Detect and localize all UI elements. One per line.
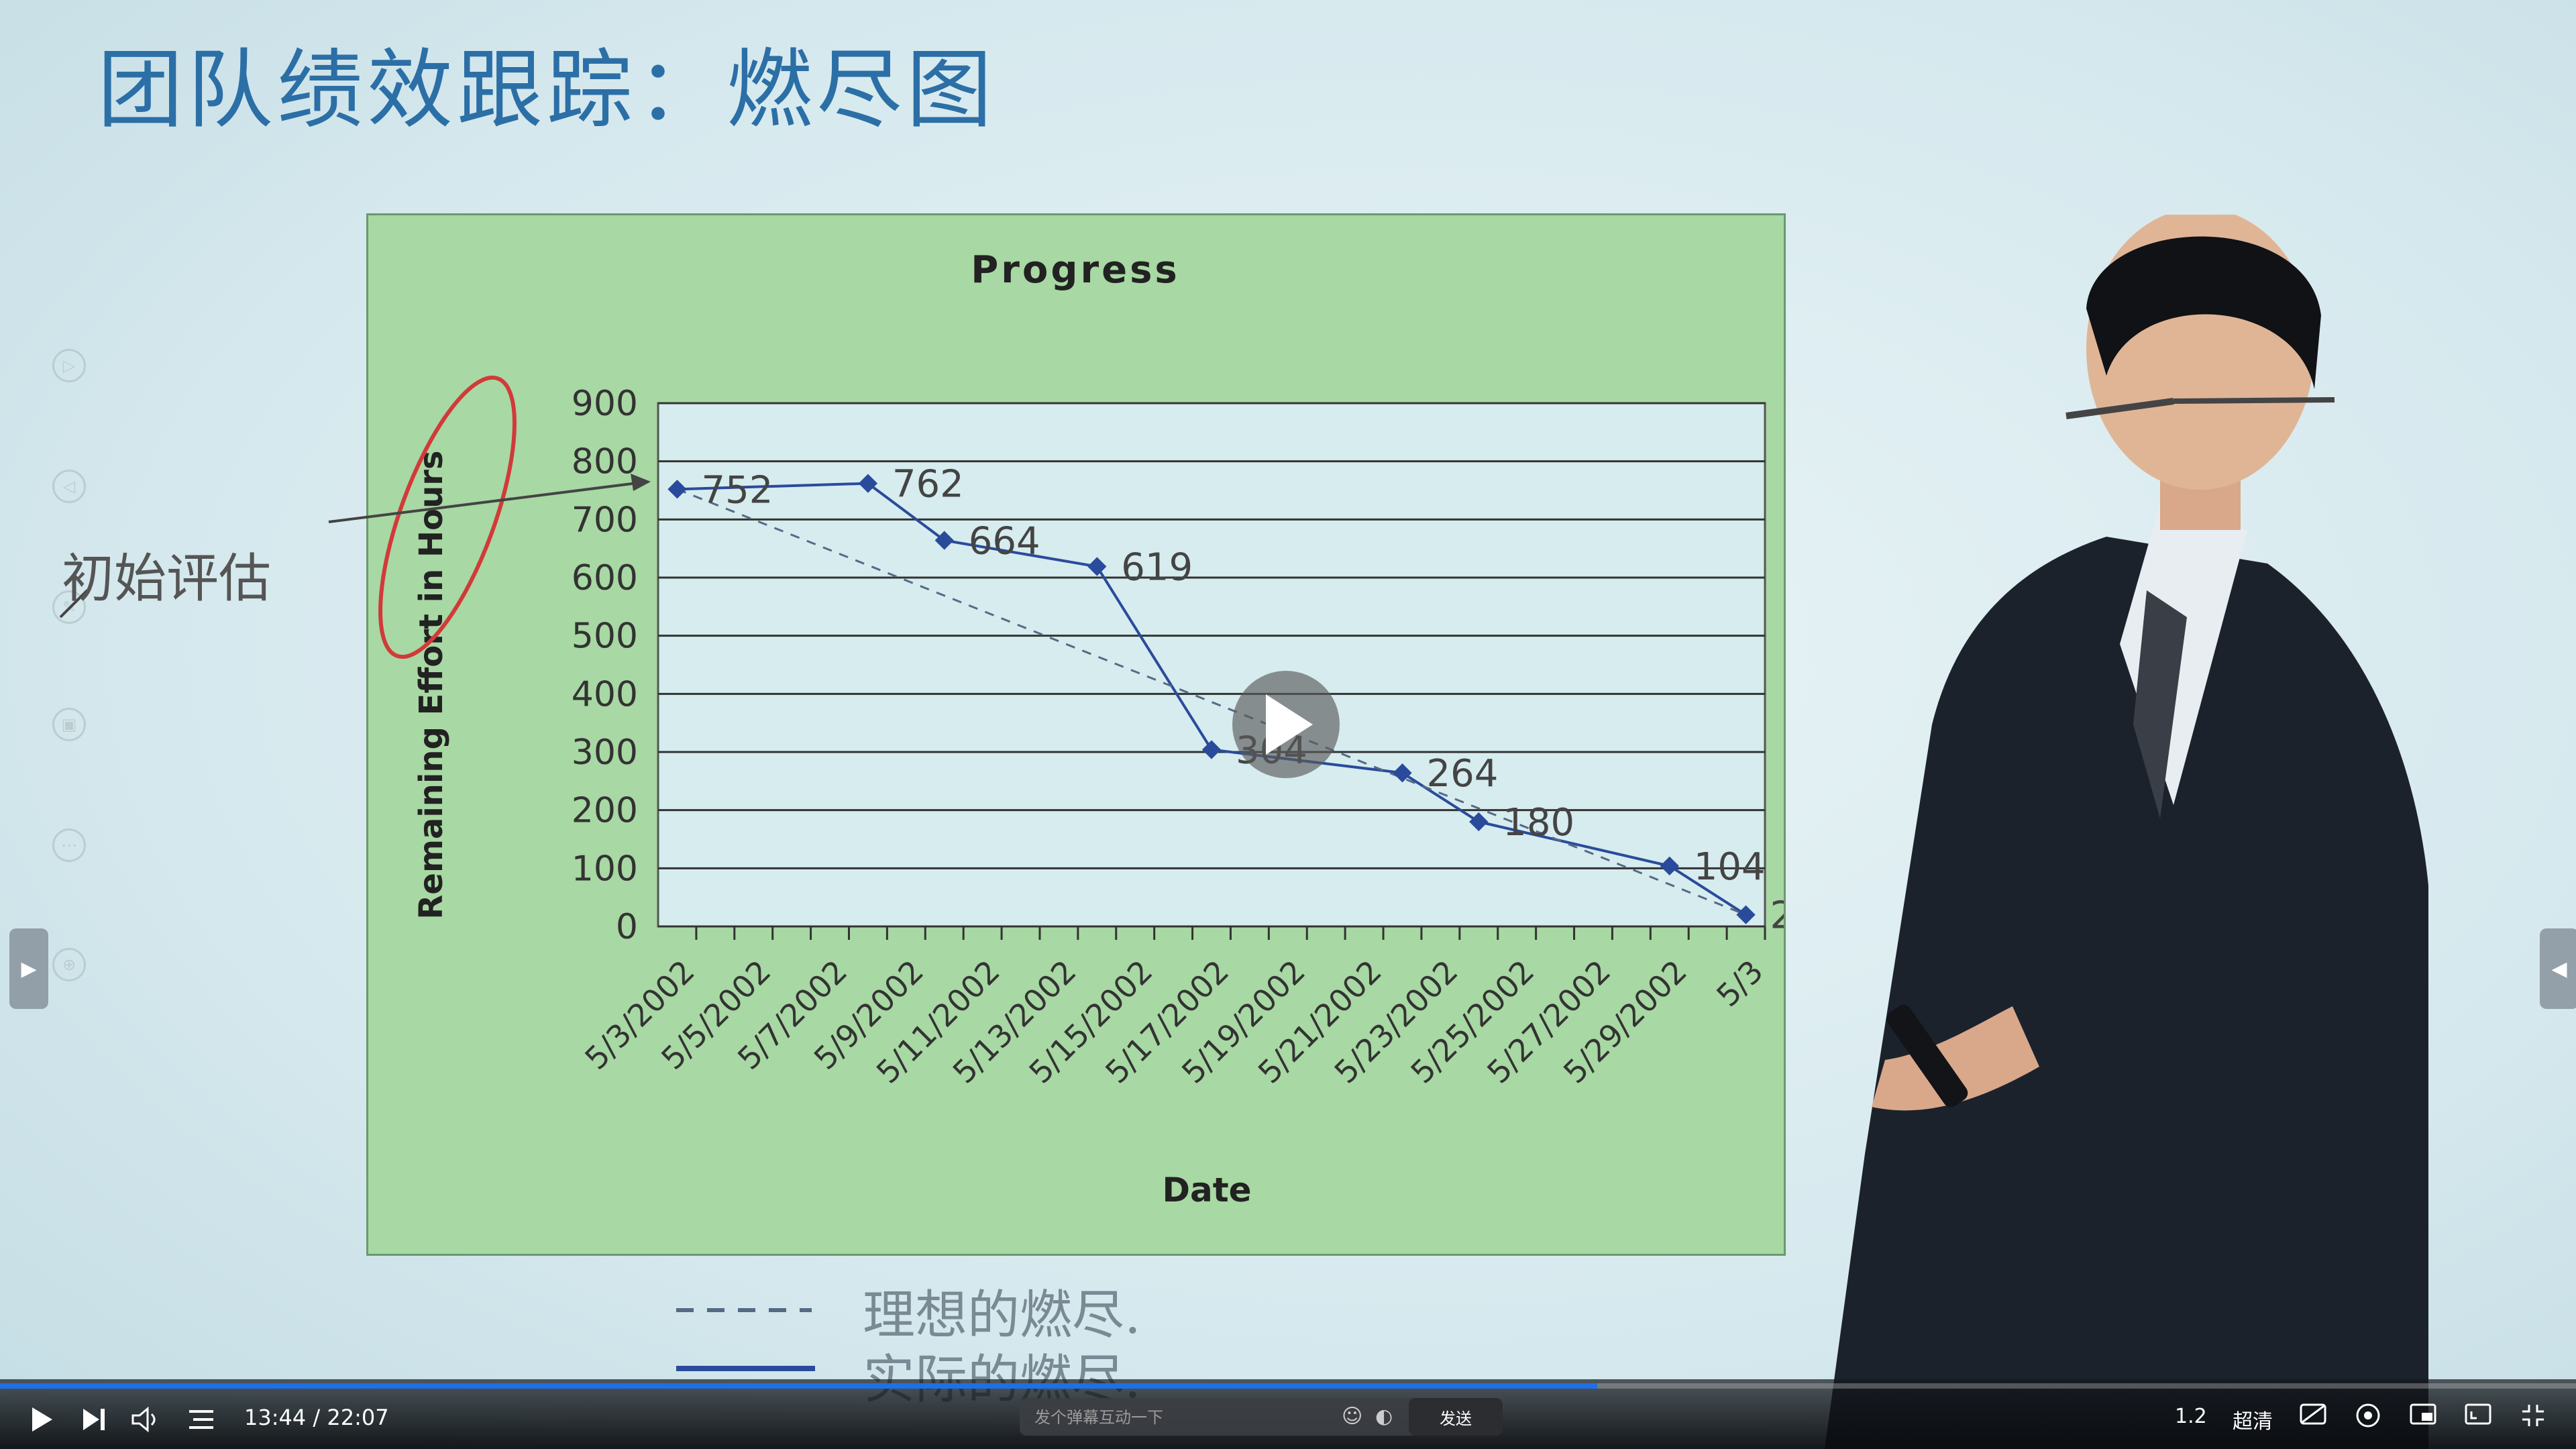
data-label: 752: [701, 468, 773, 512]
fullscreen-icon: [2522, 1405, 2544, 1426]
data-point: [1469, 812, 1489, 832]
y-tick-label: 600: [572, 558, 638, 598]
data-label: 180: [1503, 801, 1574, 845]
burndown-chart: 0 100 200 300 400 500 600 700 800 900 5/3/2002 5/5…: [366, 213, 1786, 1256]
speed-button[interactable]: 1.2: [2175, 1405, 2207, 1428]
danmaku-toggle-button[interactable]: [2300, 1402, 2326, 1432]
playlist-button[interactable]: [185, 1403, 217, 1436]
x-axis-label: Date: [1162, 1171, 1251, 1210]
time-separator: /: [313, 1405, 327, 1430]
slide-zoom-icon: ⊕: [52, 948, 86, 981]
play-icon: [32, 1407, 52, 1432]
quality-button[interactable]: 超清: [2233, 1410, 2273, 1434]
danmaku-off-icon: [2300, 1403, 2326, 1425]
left-panel-toggle[interactable]: ▶: [9, 928, 48, 1009]
data-point: [858, 474, 878, 493]
slide-back-icon: ◁: [52, 470, 86, 503]
y-tick-label: 100: [572, 849, 638, 889]
volume-icon: [131, 1406, 156, 1433]
chart-title: Progress: [971, 248, 1179, 292]
danmaku-settings-button[interactable]: [2355, 1402, 2381, 1434]
annotation-text: 初始评估: [62, 549, 272, 609]
pip-button[interactable]: [2410, 1402, 2436, 1432]
data-point: [1736, 905, 1756, 924]
slide-screen-icon: ▣: [52, 708, 86, 741]
picture-in-picture-icon: [2410, 1403, 2436, 1425]
danmaku-settings-icon: [2356, 1403, 2380, 1428]
y-tick-label: 800: [572, 442, 638, 482]
y-tick-label: 200: [572, 791, 638, 831]
progress-bar[interactable]: [0, 1383, 2576, 1389]
presenter-figure: [1825, 215, 2428, 1449]
data-label: 762: [892, 463, 964, 506]
legend-ideal-label: 理想的燃尽.: [863, 1285, 1141, 1346]
duration: 22:07: [327, 1405, 389, 1430]
widescreen-button[interactable]: [2465, 1402, 2491, 1432]
play-button[interactable]: [25, 1403, 58, 1436]
fullscreen-button[interactable]: [2520, 1402, 2546, 1434]
time-display: 13:44 / 22:07: [244, 1405, 389, 1430]
center-play-button[interactable]: [1232, 671, 1340, 778]
data-point: [1087, 557, 1107, 576]
slide-play-icon: ▷: [52, 349, 86, 382]
annotation-arrow: [59, 474, 651, 619]
data-label: 264: [1426, 752, 1498, 796]
next-button[interactable]: [78, 1403, 110, 1436]
slide-title: 团队绩效跟踪：燃尽图: [97, 40, 997, 140]
chevron-right-icon: ▶: [21, 957, 37, 981]
y-tick-label: 400: [572, 674, 638, 714]
current-time: 13:44: [244, 1405, 307, 1430]
play-icon: [1266, 694, 1313, 755]
y-axis-label: Remaining Effort in Hours: [413, 450, 450, 919]
volume-button[interactable]: [130, 1403, 162, 1436]
skip-next-icon: [83, 1409, 105, 1430]
widescreen-icon: [2465, 1403, 2491, 1425]
chevron-left-icon: ◀: [2551, 957, 2567, 981]
plot-area: [657, 402, 1766, 928]
data-label: 20: [1770, 894, 1784, 938]
data-label: 664: [969, 520, 1040, 564]
y-tick-label: 300: [572, 733, 638, 773]
data-point: [934, 531, 954, 550]
y-tick-label: 900: [572, 384, 638, 424]
data-point: [1201, 740, 1222, 759]
legend-swatches: [676, 1308, 815, 1371]
emoji-icon[interactable]: ☺: [1342, 1405, 1363, 1428]
data-point: [667, 480, 687, 499]
y-tick-label: 700: [572, 500, 638, 540]
danmaku-input[interactable]: [1033, 1402, 1331, 1433]
danmaku-box: ☺ ◐ 发送: [1020, 1398, 1503, 1436]
data-label: 619: [1121, 546, 1193, 590]
y-tick-label: 500: [572, 616, 638, 657]
annotation-circle: [378, 375, 517, 659]
send-button[interactable]: 发送: [1409, 1398, 1503, 1436]
palette-icon[interactable]: ◐: [1375, 1405, 1393, 1428]
data-label: 104: [1694, 845, 1766, 889]
progress-fill: [0, 1383, 1597, 1389]
slide-more-icon: ⋯: [52, 828, 86, 862]
playlist-icon: [189, 1410, 213, 1429]
right-panel-toggle[interactable]: ◀: [2540, 928, 2576, 1009]
y-tick-label: 0: [616, 907, 638, 947]
